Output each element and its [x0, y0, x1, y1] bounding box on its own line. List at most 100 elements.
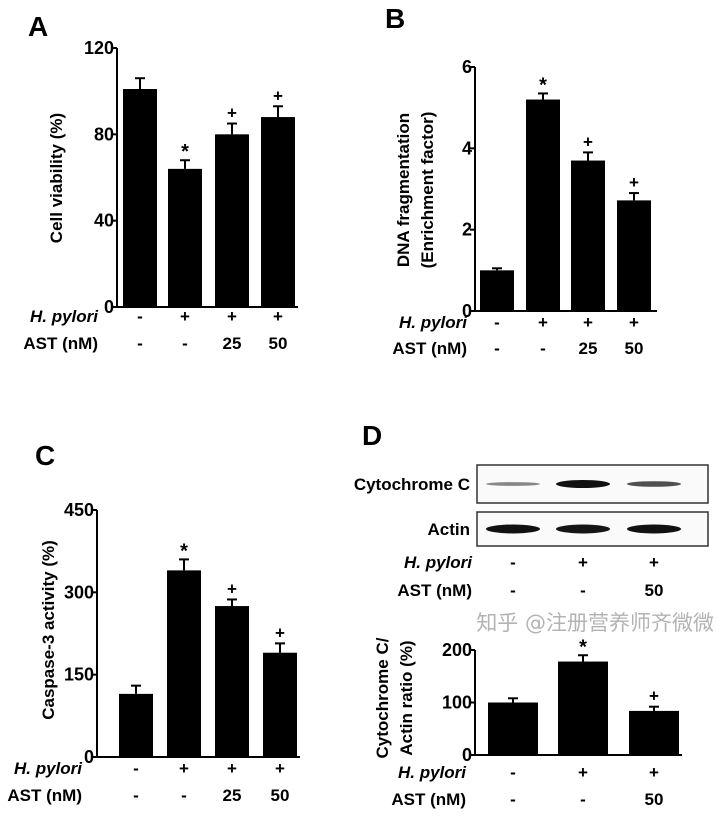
condition-value: - [540, 339, 546, 358]
y-tick-label: 200 [442, 640, 472, 660]
condition-value: 25 [579, 339, 598, 358]
condition-value: + [629, 313, 639, 332]
condition-value: - [580, 581, 586, 600]
y-axis-label: Cell viability (%) [47, 113, 66, 243]
condition-value: - [510, 790, 516, 809]
y-tick-label: 150 [64, 665, 94, 685]
condition-value: - [494, 313, 500, 332]
bar [123, 89, 157, 307]
panel-letter: B [385, 3, 405, 34]
condition-label: H. pylori [399, 313, 468, 332]
condition-value: - [510, 763, 516, 782]
y-tick-label: 0 [462, 745, 472, 765]
y-tick-label: 0 [84, 747, 94, 767]
bar [617, 200, 651, 311]
condition-value: - [182, 334, 188, 353]
condition-label: H. pylori [404, 553, 473, 572]
significance-star: * [180, 540, 188, 562]
y-axis-label: Cytochrome C/ [373, 637, 392, 758]
condition-value: - [133, 786, 139, 805]
condition-label: AST (nM) [392, 339, 467, 358]
condition-value: - [133, 759, 139, 778]
bar [526, 99, 560, 312]
condition-value: 50 [625, 339, 644, 358]
bar [215, 606, 249, 757]
condition-label: AST (nM) [7, 786, 82, 805]
bar [488, 702, 538, 755]
bar [629, 710, 679, 755]
condition-value: + [649, 763, 659, 782]
y-tick-label: 6 [462, 57, 472, 77]
watermark: 知乎 @注册营养师齐微微 [476, 611, 714, 635]
condition-value: - [137, 307, 143, 326]
condition-value: - [510, 553, 516, 572]
condition-label: H. pylori [14, 759, 83, 778]
condition-label: AST (nM) [391, 790, 466, 809]
condition-value: - [494, 339, 500, 358]
blot-row-label: Cytochrome C [354, 475, 470, 494]
significance-star: * [181, 141, 189, 163]
bar [167, 570, 201, 757]
condition-label: AST (nM) [397, 581, 472, 600]
condition-value: + [649, 553, 659, 572]
y-tick-label: 0 [104, 297, 114, 317]
y-axis-label: Actin ratio (%) [397, 640, 416, 755]
condition-value: + [179, 759, 189, 778]
condition-value: + [538, 313, 548, 332]
condition-value: + [578, 553, 588, 572]
bar [263, 652, 297, 757]
significance-plus: + [649, 687, 659, 706]
y-tick-label: 300 [64, 582, 94, 602]
bar [119, 693, 153, 757]
condition-value: 50 [645, 581, 664, 600]
condition-value: 25 [223, 334, 242, 353]
significance-plus: + [275, 623, 285, 642]
panel-c: C 0 150 300 450 Caspase-3 activity (%) * + + H. p… [7, 440, 300, 805]
condition-value: + [273, 307, 283, 326]
condition-value: + [227, 759, 237, 778]
significance-star: * [539, 74, 547, 96]
significance-plus: + [227, 579, 237, 598]
condition-value: - [580, 790, 586, 809]
condition-value: 50 [271, 786, 290, 805]
y-axis-label: Caspase-3 activity (%) [39, 540, 58, 720]
significance-plus: + [629, 173, 639, 192]
blot-row-label: Actin [428, 520, 471, 539]
blot-band [556, 524, 610, 534]
blot-band [486, 524, 540, 534]
y-tick-label: 100 [442, 693, 472, 713]
western-blot: Cytochrome C Actin H. pylori - + + AST (nM) - - 5… [354, 464, 709, 600]
bar [571, 160, 605, 311]
condition-value: + [583, 313, 593, 332]
y-tick-label: 120 [84, 38, 114, 58]
bar [168, 168, 202, 307]
condition-label: H. pylori [30, 307, 99, 326]
blot-band [486, 482, 540, 486]
condition-value: 25 [223, 786, 242, 805]
bar [480, 270, 514, 311]
condition-value: + [275, 759, 285, 778]
condition-value: + [227, 307, 237, 326]
significance-plus: + [583, 132, 593, 151]
blot-band [627, 524, 681, 534]
y-tick-label: 80 [94, 124, 114, 144]
condition-value: 50 [269, 334, 288, 353]
bar [261, 117, 295, 307]
bar [558, 661, 608, 755]
significance-star: * [579, 636, 587, 658]
y-tick-label: 4 [462, 138, 472, 158]
condition-value: 50 [645, 790, 664, 809]
condition-value: + [578, 763, 588, 782]
panel-a: A 0 40 80 120 Cell viability (%) * + + H. pylori -… [23, 11, 298, 353]
y-tick-label: 2 [462, 220, 472, 240]
y-axis-label: DNA fragmentation [394, 113, 413, 267]
condition-value: - [181, 786, 187, 805]
bar [215, 134, 249, 307]
panel-letter: D [362, 420, 382, 451]
significance-plus: + [273, 86, 283, 105]
condition-label: AST (nM) [23, 334, 98, 353]
condition-value: - [137, 334, 143, 353]
y-tick-label: 0 [462, 301, 472, 321]
condition-value: - [510, 581, 516, 600]
